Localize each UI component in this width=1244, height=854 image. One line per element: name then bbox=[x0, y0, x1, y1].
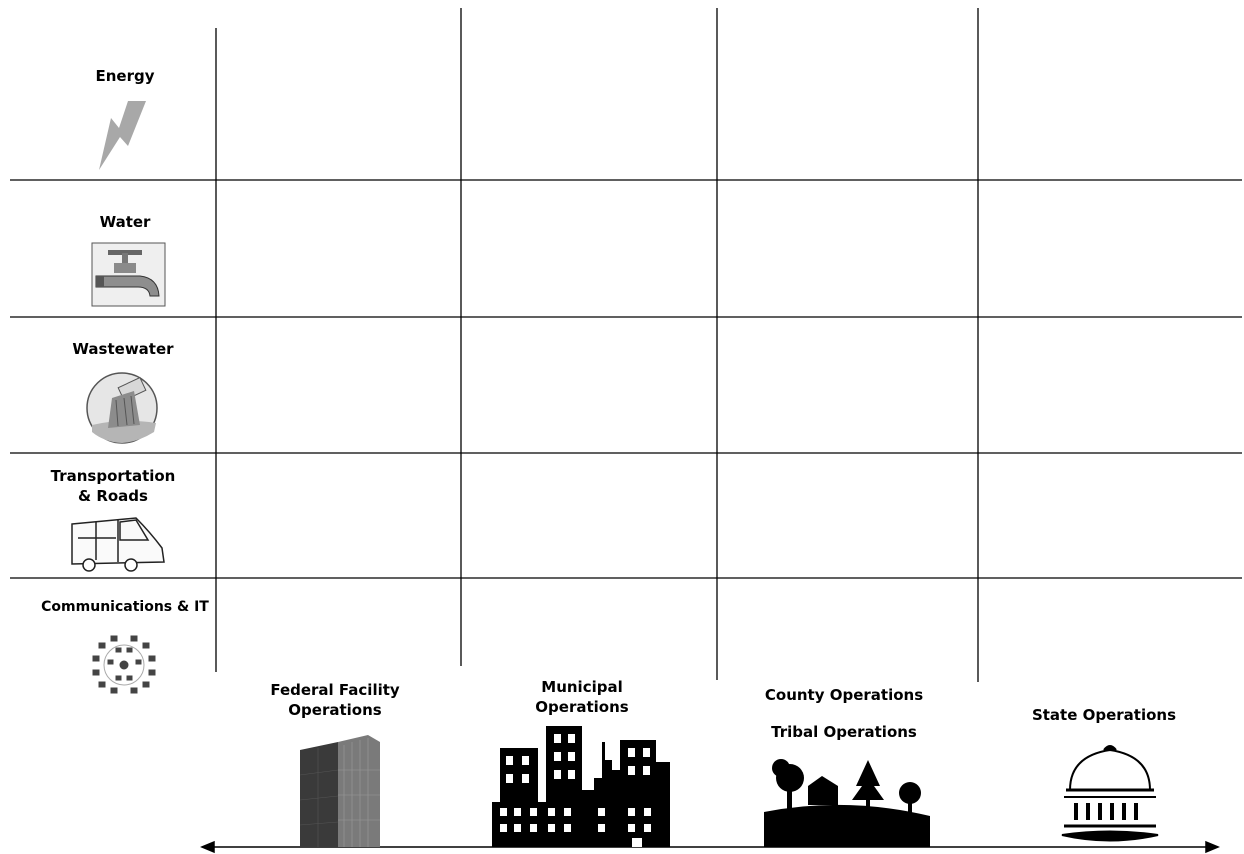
capitol-dome-icon bbox=[1061, 745, 1159, 842]
row-label-wastewater: Wastewater bbox=[72, 340, 174, 358]
wastewater-pipe-icon bbox=[86, 372, 158, 444]
water-faucet-icon bbox=[91, 242, 166, 307]
federal-operations-label: Federal Facility Operations bbox=[270, 681, 400, 719]
rural-landscape-icon bbox=[764, 759, 930, 847]
computer-network-icon bbox=[92, 635, 156, 694]
state-operations-label: State Operations bbox=[1031, 706, 1177, 724]
row-label-water: Water bbox=[99, 213, 151, 231]
row-label-transportation: Transportation & Roads bbox=[50, 467, 176, 505]
row-label-communications: Communications & IT bbox=[41, 599, 209, 615]
municipal-operations-label: Municipal Operations bbox=[535, 678, 629, 716]
lightning-bolt-icon bbox=[99, 101, 146, 170]
row-label-energy: Energy bbox=[95, 67, 155, 85]
county-operations-label: County Operations bbox=[764, 686, 924, 704]
tribal-operations-label: Tribal Operations bbox=[771, 723, 917, 741]
city-skyline-icon bbox=[492, 726, 670, 847]
office-tower-icon bbox=[299, 735, 380, 847]
van-icon bbox=[71, 517, 165, 572]
